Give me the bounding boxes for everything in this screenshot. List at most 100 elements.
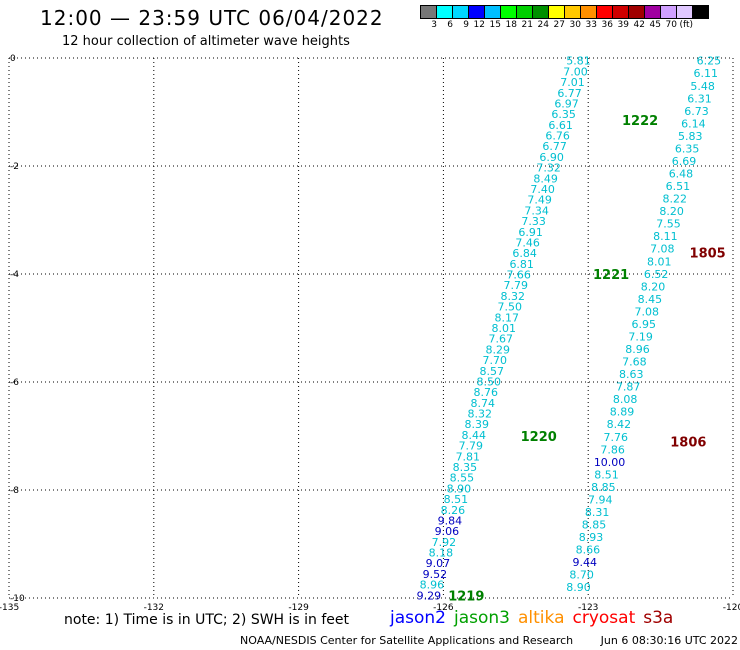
color-scale-label: 33: [585, 20, 597, 30]
color-scale-label: 45: [649, 20, 661, 30]
data-point-label: 8.20: [659, 205, 684, 218]
data-point-label: 6.61: [548, 119, 573, 132]
color-scale-label: 42: [633, 20, 645, 30]
data-point-label: 7.79: [459, 440, 484, 453]
data-point-label: 8.08: [613, 393, 638, 406]
color-scale-label: 9: [463, 20, 469, 30]
data-point-label: 7.86: [600, 443, 625, 456]
data-point-label: 8.01: [491, 322, 516, 335]
data-point-label: 6.35: [675, 142, 700, 155]
data-point-label: 7.67: [488, 333, 513, 346]
color-scale-label: 18: [505, 20, 517, 30]
pass-number-label: 1220: [521, 430, 557, 445]
data-point-label: 7.94: [588, 493, 613, 506]
data-point-label: 8.51: [594, 468, 619, 481]
x-tick-label: -126: [433, 603, 454, 613]
x-tick-label: -135: [0, 603, 19, 613]
data-point-label: 8.35: [453, 461, 478, 474]
data-point-label: 9.07: [426, 557, 451, 570]
data-point-label: 6.81: [509, 258, 534, 271]
data-point-label: 8.89: [610, 406, 635, 419]
data-point-label: 8.31: [585, 506, 610, 519]
pass-number-label: 1222: [622, 114, 658, 129]
data-point-label: 7.92: [432, 536, 457, 549]
color-scale-label: 39: [617, 20, 629, 30]
data-point-label: 7.08: [650, 243, 675, 256]
color-swatch: [692, 5, 709, 19]
data-point-label: 8.55: [450, 472, 475, 485]
color-scale-label: 3: [431, 20, 437, 30]
data-point-label: 8.85: [591, 481, 616, 494]
y-tick-label: 0: [10, 54, 16, 64]
data-point-label: 6.35: [551, 108, 576, 121]
pass-number-label: 1806: [670, 435, 706, 450]
pass-number-label: 1221: [593, 268, 629, 283]
x-tick-label: -129: [288, 603, 309, 613]
data-point-label: 8.22: [662, 193, 687, 206]
data-point-label: 6.91: [518, 226, 543, 239]
y-tick-label: -2: [10, 162, 19, 172]
data-point-label: 8.70: [569, 569, 594, 582]
data-point-label: 8.32: [468, 408, 493, 421]
data-point-label: 7.00: [563, 65, 588, 78]
color-scale-label: 6: [447, 20, 453, 30]
y-tick-label: -4: [10, 270, 19, 280]
data-point-label: 6.77: [542, 140, 567, 153]
chart-subtitle: 12 hour collection of altimeter wave hei…: [62, 34, 350, 49]
data-point-label: 8.96: [420, 579, 445, 592]
footer-timestamp: Jun 6 08:30:16 UTC 2022: [600, 634, 739, 647]
data-point-label: 9.44: [573, 556, 598, 569]
data-point-label: 6.84: [512, 247, 537, 260]
mission-legend: jason2 jason3 altika cryosat s3a: [390, 608, 681, 628]
data-point-label: 8.01: [647, 255, 672, 268]
data-point-label: 8.18: [429, 547, 454, 560]
data-point-label: 8.42: [607, 418, 632, 431]
data-point-label: 9.52: [423, 568, 448, 581]
data-point-label: 6.90: [539, 151, 564, 164]
data-point-label: 8.32: [500, 290, 525, 303]
data-point-label: 6.11: [694, 67, 719, 80]
y-tick-label: -6: [10, 378, 19, 388]
data-point-label: 8.17: [494, 311, 519, 324]
pass-number-label: 1219: [448, 589, 484, 604]
color-scale-label: (ft): [679, 20, 693, 30]
data-point-label: 9.06: [435, 525, 460, 538]
data-point-label: 10.00: [594, 456, 626, 469]
data-point-label: 7.40: [530, 183, 555, 196]
data-point-label: 7.76: [604, 431, 629, 444]
color-scale-label: 15: [489, 20, 501, 30]
data-point-label: 6.95: [631, 318, 656, 331]
data-point-label: 7.46: [515, 236, 540, 249]
data-point-label: 8.76: [474, 386, 499, 399]
data-point-label: 7.50: [497, 301, 522, 314]
data-point-label: 7.70: [483, 354, 508, 367]
data-point-label: 6.51: [666, 180, 691, 193]
data-point-label: 8.51: [444, 493, 469, 506]
color-scale-legend: 3 6 9 12 15 18 21 24 27 30 33 36 39 42 45 70 (ft): [420, 5, 709, 30]
color-scale-label: 21: [521, 20, 533, 30]
data-point-label: 7.49: [527, 194, 552, 207]
data-point-label: 9.29: [417, 589, 442, 602]
x-tick-label: -123: [578, 603, 598, 613]
mission-jason3: jason3: [454, 608, 510, 628]
data-point-label: 8.39: [465, 418, 490, 431]
footer-source: NOAA/NESDIS Center for Satellite Applica…: [240, 634, 574, 647]
data-point-label: 7.34: [524, 204, 549, 217]
data-point-label: 7.81: [456, 450, 481, 463]
data-point-label: 8.57: [480, 365, 505, 378]
data-point-label: 6.97: [554, 97, 579, 110]
data-point-label: 7.33: [521, 215, 546, 228]
y-tick-label: -8: [10, 486, 19, 496]
color-scale-label: 27: [553, 20, 565, 30]
color-scale-labels: 3 6 9 12 15 18 21 24 27 30 33 36 39 42 45 70 (ft): [421, 20, 709, 30]
data-point-label: 8.49: [533, 172, 558, 185]
data-point-label: 7.55: [656, 218, 681, 231]
data-point-label: 6.73: [684, 105, 709, 118]
data-point-label: 8.66: [576, 544, 601, 557]
data-point-label: 8.90: [566, 581, 591, 594]
data-point-label: 7.32: [536, 162, 561, 175]
data-point-label: 5.81: [566, 55, 591, 68]
data-point-label: 8.74: [471, 397, 496, 410]
data-point-label: 8.11: [653, 230, 678, 243]
footer: NOAA/NESDIS Center for Satellite Applica…: [240, 634, 740, 647]
